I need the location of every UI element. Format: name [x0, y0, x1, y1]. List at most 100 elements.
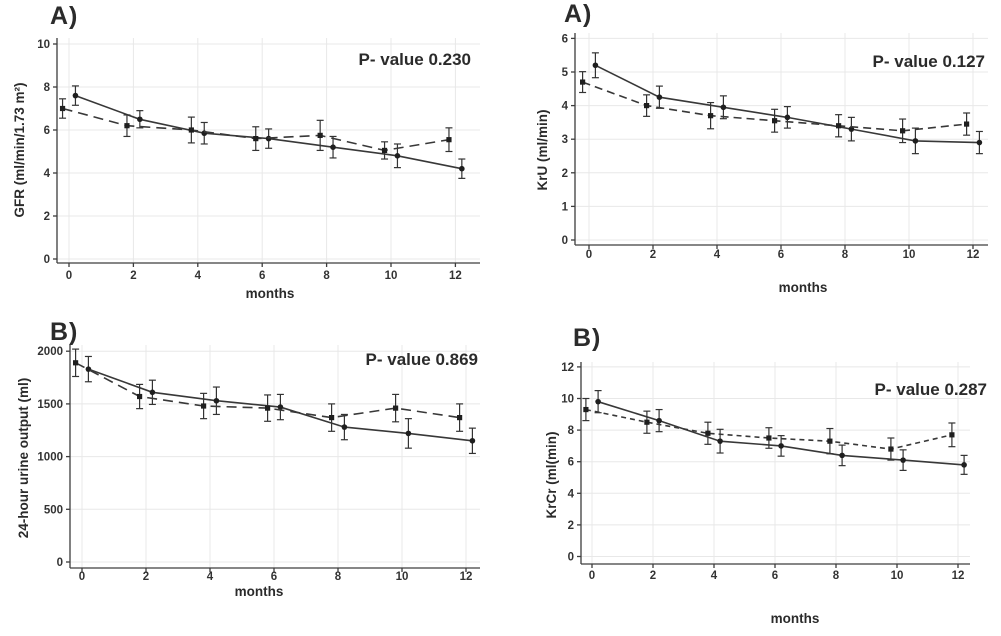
- data-point-marker: [720, 104, 727, 111]
- y-tick-label: 0: [44, 254, 50, 266]
- data-point-marker: [827, 438, 833, 444]
- y-tick-label: 6: [44, 125, 50, 137]
- x-tick-label: 8: [833, 570, 840, 582]
- y-axis-title: KrCr (ml(min): [544, 432, 559, 519]
- y-tick-label: 4: [44, 168, 51, 180]
- x-axis-title: months: [246, 286, 295, 301]
- data-point-marker: [469, 437, 476, 444]
- data-point-marker: [644, 103, 650, 109]
- data-point-marker: [766, 435, 772, 441]
- data-point-marker: [961, 462, 967, 468]
- data-point-marker: [976, 139, 983, 146]
- y-tick-label: 2: [568, 520, 574, 532]
- data-point-marker: [329, 415, 335, 421]
- data-point-marker: [72, 92, 79, 99]
- x-tick-label: 6: [772, 570, 778, 582]
- data-point-marker: [644, 419, 650, 425]
- data-point-marker: [772, 118, 778, 124]
- y-tick-label: 2000: [37, 346, 63, 358]
- data-point-marker: [900, 128, 906, 134]
- data-point-marker: [949, 432, 955, 438]
- data-point-marker: [457, 415, 463, 421]
- x-tick-label: 10: [903, 249, 916, 261]
- data-point-marker: [265, 405, 271, 411]
- y-tick-label: 500: [44, 504, 63, 516]
- x-tick-label: 4: [714, 249, 721, 261]
- data-point-marker: [381, 147, 388, 154]
- p-value-label: P- value 0.287: [875, 380, 987, 399]
- data-point-marker: [717, 438, 723, 444]
- x-tick-label: 12: [460, 571, 473, 583]
- panel-label: A): [564, 0, 593, 28]
- data-point-marker: [592, 62, 599, 69]
- x-tick-label: 10: [385, 270, 398, 282]
- data-point-marker: [446, 137, 452, 143]
- x-tick-label: 0: [66, 270, 72, 282]
- y-tick-label: 6: [562, 33, 568, 45]
- data-point-marker: [580, 79, 586, 85]
- x-tick-label: 10: [396, 571, 409, 583]
- y-tick-label: 0: [57, 557, 63, 569]
- y-tick-label: 4: [568, 488, 575, 500]
- data-point-marker: [341, 424, 348, 430]
- y-tick-label: 8: [568, 425, 575, 437]
- data-point-marker: [394, 153, 401, 159]
- y-axis-title: KrU (ml/min): [535, 110, 550, 191]
- p-value-label: P- value 0.869: [366, 350, 478, 369]
- data-point-marker: [459, 165, 465, 172]
- y-tick-label: 1: [562, 201, 569, 213]
- urine-output-plot: 0 500 1000 1500 2000 0 2 4 6 8 10 12 months 24-hour u…: [16, 345, 480, 599]
- y-tick-label: 0: [562, 235, 568, 247]
- y-tick-label: 10: [561, 394, 574, 406]
- data-point-marker: [595, 398, 601, 405]
- data-point-marker: [124, 123, 130, 129]
- data-point-marker: [784, 114, 791, 121]
- data-point-marker: [330, 144, 336, 150]
- panel-label: B): [50, 318, 79, 346]
- data-point-marker: [848, 126, 855, 132]
- data-point-marker: [213, 397, 220, 404]
- chart-krcr: B) 0 2 4 6 8 10 12 0 2 4 6 8 10 12 months KrCr (ml(min)…: [500, 318, 1001, 636]
- y-tick-label: 2: [562, 168, 568, 180]
- data-point-marker: [708, 113, 714, 119]
- y-tick-label: 8: [44, 82, 51, 94]
- y-tick-label: 4: [562, 101, 569, 113]
- x-tick-label: 8: [323, 270, 330, 282]
- x-tick-label: 2: [650, 249, 656, 261]
- x-tick-label: 2: [130, 270, 136, 282]
- data-point-marker: [839, 452, 845, 459]
- y-tick-label: 2: [44, 211, 50, 223]
- y-tick-label: 6: [568, 457, 574, 469]
- x-tick-label: 4: [195, 270, 202, 282]
- data-point-marker: [912, 138, 919, 144]
- y-tick-label: 0: [568, 552, 574, 564]
- x-tick-label: 4: [711, 570, 718, 582]
- data-point-marker: [778, 443, 784, 449]
- y-axis-title: 24-hour urine output (ml): [16, 378, 31, 538]
- x-tick-label: 0: [79, 571, 85, 583]
- data-point-marker: [137, 116, 143, 123]
- data-point-marker: [201, 403, 207, 409]
- gfr-plot: 0 2 4 6 8 10 0 2 4 6 8 10 12 months GFR (ml/min/1.73 m…: [12, 38, 480, 301]
- x-tick-label: 0: [586, 249, 592, 261]
- x-tick-label: 12: [967, 249, 980, 261]
- data-point-marker: [836, 123, 842, 129]
- panel-label: B): [573, 324, 602, 352]
- x-axis-title: months: [771, 611, 820, 626]
- p-value-label: P- value 0.127: [873, 52, 985, 71]
- chart-urine-output: B) 0 500 1000 1500 2000 0 2 4 6 8 10 12 months 24-hou…: [0, 318, 500, 636]
- y-tick-label: 10: [37, 39, 50, 51]
- data-point-marker: [405, 430, 412, 437]
- y-tick-label: 3: [562, 134, 568, 146]
- data-point-marker: [900, 457, 906, 463]
- data-point-marker: [964, 121, 970, 127]
- data-point-marker: [317, 132, 323, 138]
- data-point-marker: [583, 406, 589, 413]
- chart-gfr: A) 0 2 4 6 8 10 0 2 4 6 8 10 12 months GFR (ml/min/1.7…: [0, 0, 500, 318]
- x-tick-label: 2: [143, 571, 149, 583]
- p-value-label: P- value 0.230: [359, 50, 471, 69]
- x-tick-label: 0: [589, 570, 595, 582]
- x-tick-label: 10: [891, 570, 904, 582]
- x-tick-label: 6: [259, 270, 265, 282]
